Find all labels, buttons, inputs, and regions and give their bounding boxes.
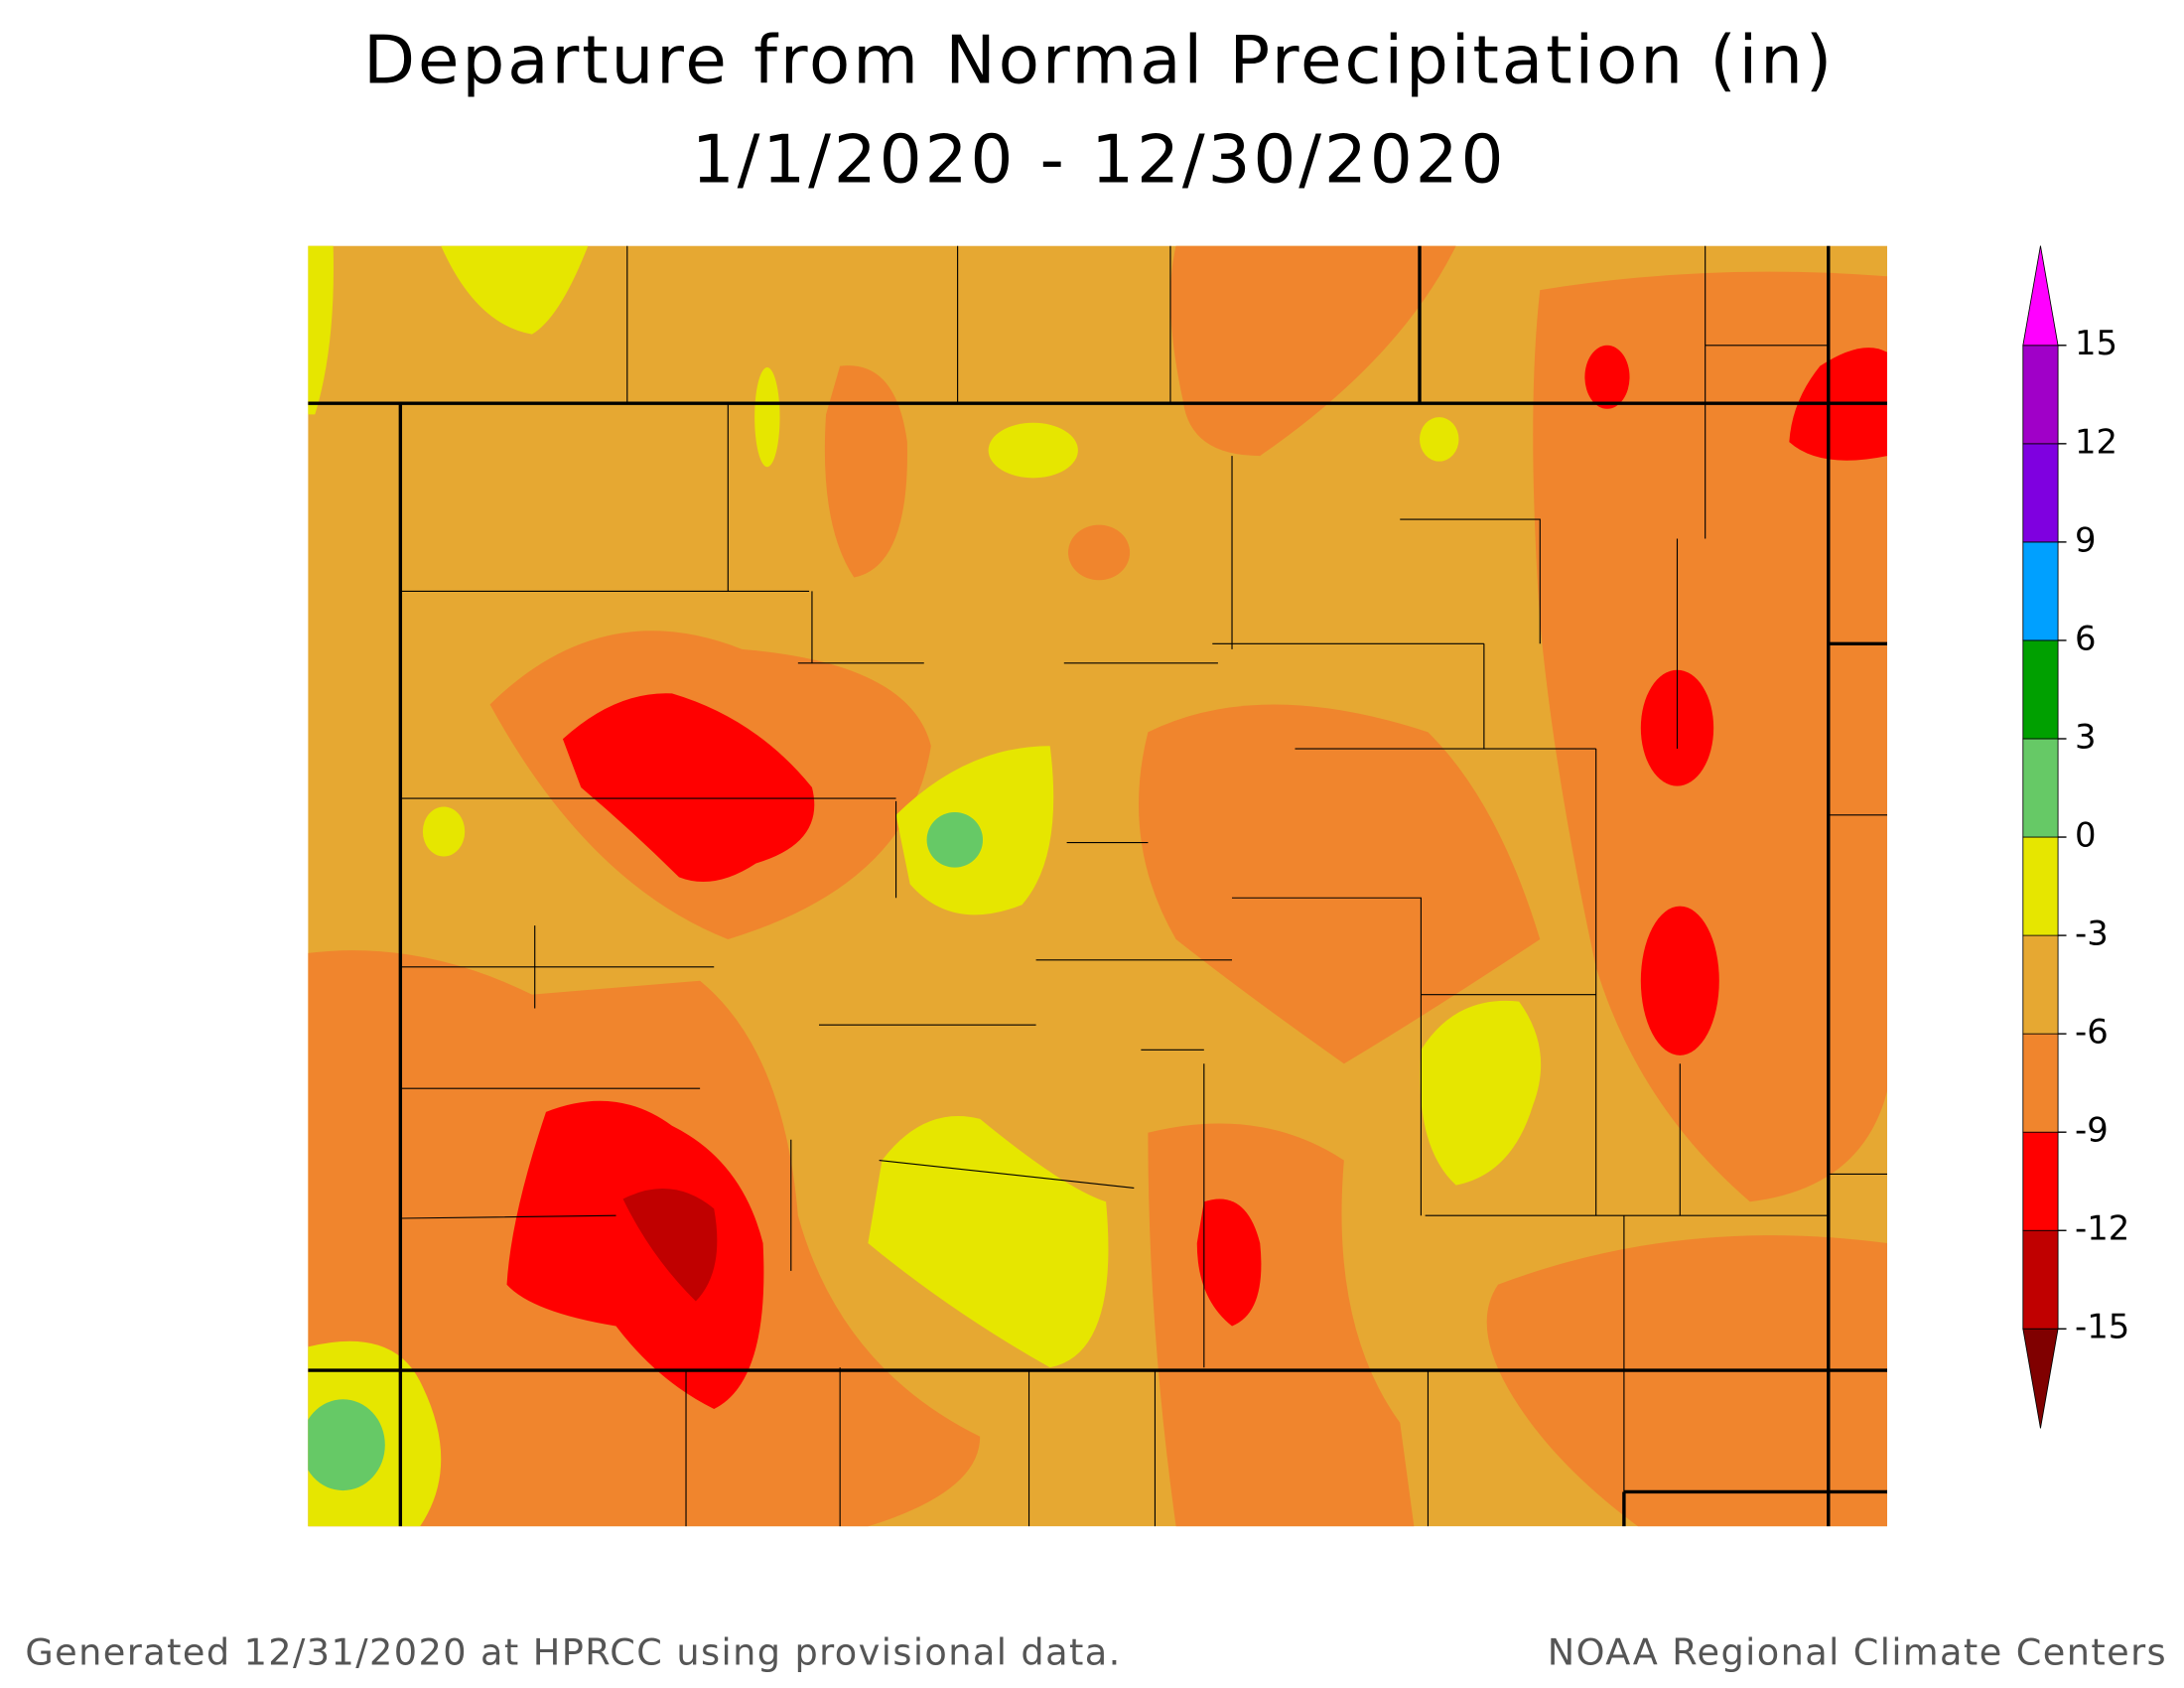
region [1640,906,1719,1055]
region [506,1100,764,1409]
region [1486,1235,1888,1527]
color-extend-high [2022,245,2059,347]
map [308,245,1888,1527]
color-bin [2022,1033,2059,1133]
tick-label: -15 [2075,1308,2129,1346]
tick-label: 3 [2075,718,2097,757]
county-lines [400,245,1888,1527]
region [308,1399,385,1491]
map-subtitle: 1/1/2020 - 12/30/2020 [692,121,1507,198]
state-border [308,245,1888,1527]
region [308,245,334,415]
tick-label: 6 [2075,620,2097,658]
region [562,693,815,883]
region [622,1189,718,1302]
tick-label: -6 [2075,1013,2109,1052]
color-bin [2022,1131,2059,1231]
region [422,806,466,857]
colorbar: -15 -12 -9 -6 -3 0 3 6 9 12 15 [2022,245,2129,1429]
color-bin [2022,1229,2059,1330]
footer-left: Generated 12/31/2020 at HPRCC using prov… [25,1631,1121,1674]
region [824,365,907,578]
region [754,367,780,468]
color-bin [2022,836,2059,936]
footer-right: NOAA Regional Climate Centers [1548,1631,2167,1674]
tick-label: 15 [2075,324,2117,362]
region [926,812,983,868]
region [988,422,1078,479]
map-title: Departure from Normal Precipitation (in) [363,22,1835,98]
tick-label: -12 [2075,1209,2129,1248]
region [1584,345,1630,409]
color-bin [2022,639,2059,740]
tick-label: 0 [2075,816,2097,855]
region [1420,417,1459,462]
color-extend-low [2022,1328,2059,1429]
tick-label: -3 [2075,914,2109,953]
region [1139,704,1541,1064]
color-bin [2022,738,2059,838]
region [1068,524,1131,581]
tick-label: 12 [2075,422,2117,461]
color-bin [2022,541,2059,641]
region [1196,1198,1262,1327]
tick-label: 9 [2075,521,2097,560]
region [441,245,589,335]
color-bin [2022,934,2059,1035]
region [1420,1000,1542,1186]
color-bin [2022,345,2059,445]
tick-label: -9 [2075,1111,2109,1150]
color-bin [2022,443,2059,543]
